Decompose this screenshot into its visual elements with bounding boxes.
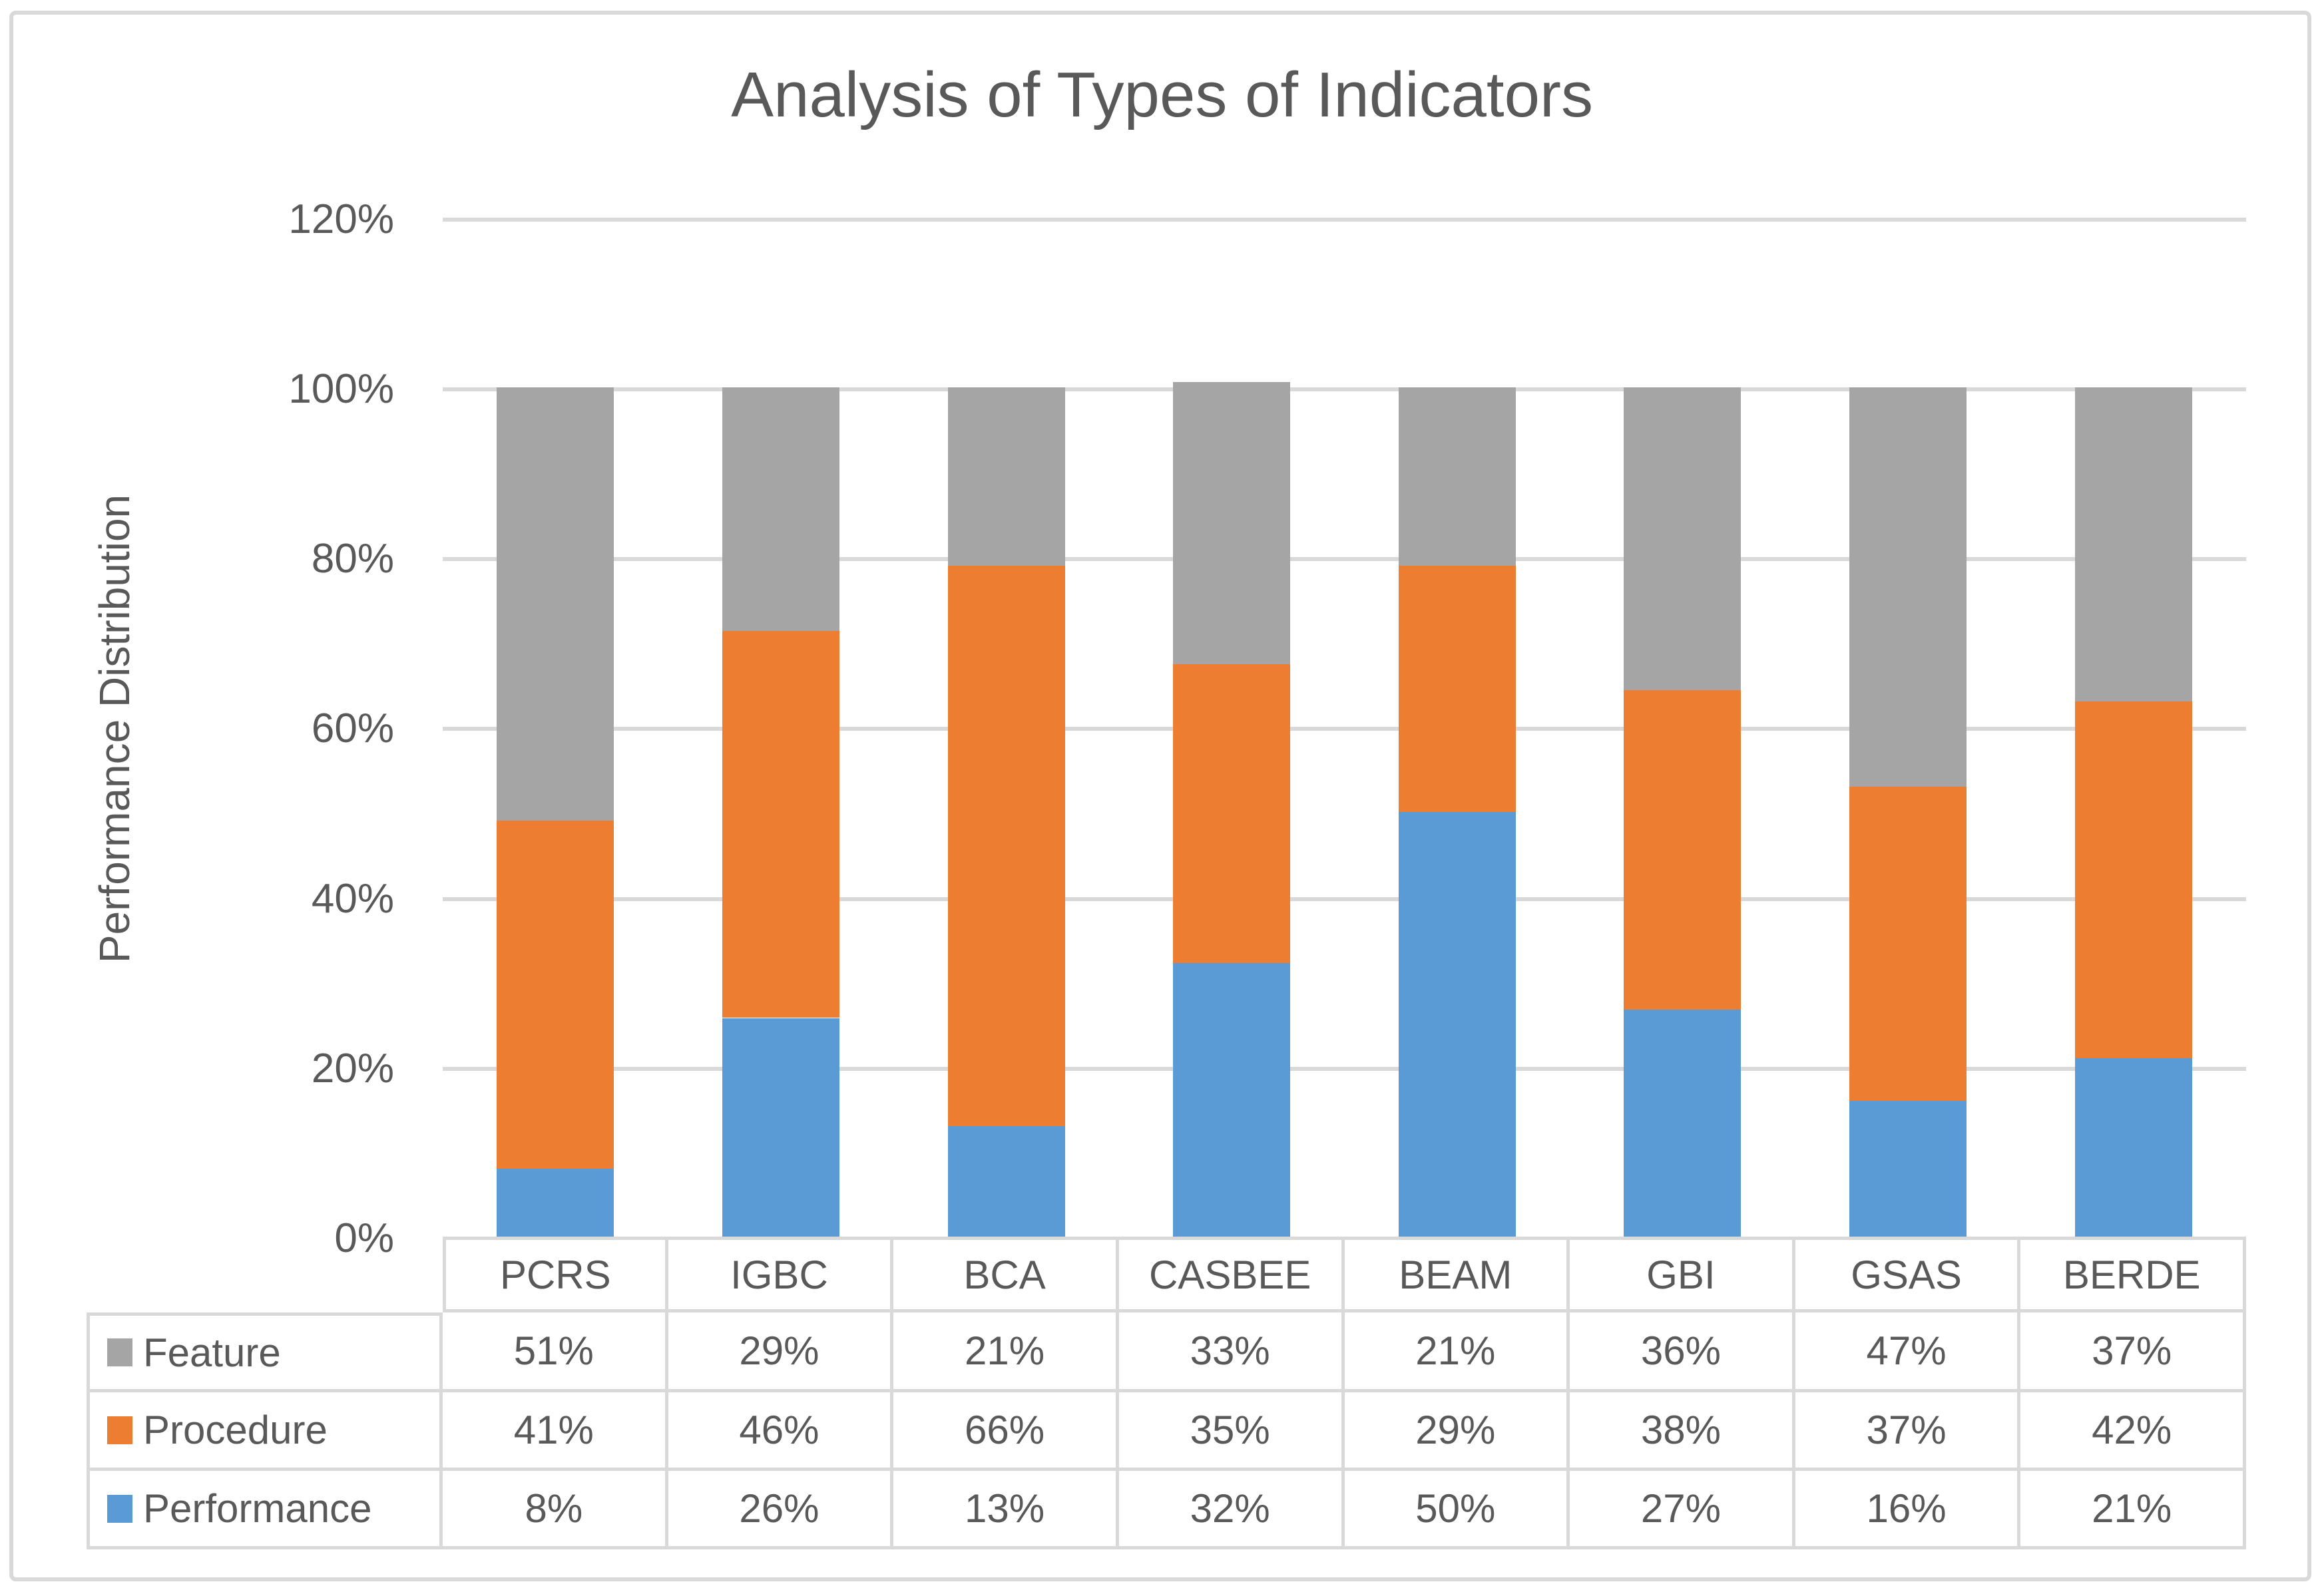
y-tick-label-20: 20% <box>311 1045 394 1092</box>
category-label-berde: BERDE <box>2020 1237 2246 1312</box>
table-value-procedure-igbc: 46% <box>668 1392 894 1471</box>
y-tick-label-0: 0% <box>334 1215 394 1261</box>
bar-GSAS-procedure <box>1849 786 1967 1101</box>
legend-label-text: Performance <box>143 1486 372 1531</box>
bar-CASBEE-feature <box>1173 382 1291 664</box>
bar-CASBEE-performance <box>1173 963 1291 1237</box>
gridline-60 <box>443 727 2246 731</box>
y-tick-label-80: 80% <box>311 536 394 582</box>
bar-PCRS-procedure <box>497 820 614 1169</box>
bar-BEAM-procedure <box>1398 566 1516 812</box>
table-value-performance-berde: 21% <box>2020 1471 2246 1549</box>
legend-key-procedure <box>107 1416 132 1444</box>
bar-GSAS-feature <box>1849 387 1967 787</box>
legend-label-text: Feature <box>143 1330 281 1375</box>
table-value-performance-gsas: 16% <box>1795 1471 2021 1549</box>
table-value-procedure-gsas: 37% <box>1795 1392 2021 1471</box>
data-table: PCRS IGBC BCA CASBEE BEAM GBI GSAS BERDE Feature… <box>87 1237 2246 1549</box>
legend-key-feature <box>107 1338 132 1366</box>
y-tick-label-100: 100% <box>288 366 394 412</box>
category-label-beam: BEAM <box>1344 1237 1570 1312</box>
table-value-performance-pcrs: 8% <box>443 1471 668 1549</box>
table-value-feature-gbi: 36% <box>1570 1312 1795 1392</box>
legend-key-performance <box>107 1494 132 1523</box>
y-tick-label-40: 40% <box>311 875 394 922</box>
table-value-procedure-casbee: 35% <box>1118 1392 1345 1471</box>
table-value-feature-igbc: 29% <box>668 1312 894 1392</box>
bar-IGBC-performance <box>722 1018 839 1237</box>
gridline-120 <box>443 217 2246 222</box>
bar-BERDE-procedure <box>2074 701 2192 1058</box>
gridline-40 <box>443 897 2246 901</box>
bar-BCA-feature <box>947 387 1065 566</box>
bar-PCRS-performance <box>497 1168 614 1237</box>
category-label-casbee: CASBEE <box>1118 1237 1345 1312</box>
category-label-gsas: GSAS <box>1795 1237 2021 1312</box>
bar-IGBC-procedure <box>722 631 839 1018</box>
table-value-performance-beam: 50% <box>1344 1471 1570 1549</box>
bar-GSAS-performance <box>1849 1100 1967 1237</box>
legend-row-label-performance: Performance <box>87 1471 443 1549</box>
bar-BEAM-performance <box>1398 812 1516 1237</box>
table-value-procedure-bca: 66% <box>893 1392 1119 1471</box>
table-value-performance-bca: 13% <box>893 1471 1119 1549</box>
category-label-igbc: IGBC <box>668 1237 894 1312</box>
bar-BCA-procedure <box>947 566 1065 1127</box>
y-tick-label-60: 60% <box>311 705 394 752</box>
bar-BEAM-feature <box>1398 387 1516 566</box>
bar-BCA-performance <box>947 1126 1065 1237</box>
bar-PCRS-feature <box>497 387 614 821</box>
table-value-procedure-gbi: 38% <box>1570 1392 1795 1471</box>
category-label-pcrs: PCRS <box>443 1237 668 1312</box>
table-value-feature-gsas: 47% <box>1795 1312 2021 1392</box>
table-value-feature-bca: 21% <box>893 1312 1119 1392</box>
gridline-80 <box>443 557 2246 562</box>
bar-BERDE-feature <box>2074 387 2192 702</box>
gridline-20 <box>443 1066 2246 1071</box>
gridline-100 <box>443 387 2246 391</box>
table-value-feature-casbee: 33% <box>1118 1312 1345 1392</box>
table-value-performance-igbc: 26% <box>668 1471 894 1549</box>
table-corner-blank <box>87 1237 443 1312</box>
bar-GBI-performance <box>1624 1009 1742 1237</box>
legend-row-label-feature: Feature <box>87 1312 443 1392</box>
y-tick-label-120: 120% <box>288 196 394 242</box>
table-value-performance-casbee: 32% <box>1118 1471 1345 1549</box>
bar-BERDE-performance <box>2074 1058 2192 1237</box>
table-value-procedure-beam: 29% <box>1344 1392 1570 1471</box>
table-value-procedure-pcrs: 41% <box>443 1392 668 1471</box>
table-value-procedure-berde: 42% <box>2020 1392 2246 1471</box>
legend-label-text: Procedure <box>143 1408 328 1452</box>
table-value-performance-gbi: 27% <box>1570 1471 1795 1549</box>
bar-GBI-procedure <box>1624 690 1742 1010</box>
category-label-bca: BCA <box>893 1237 1119 1312</box>
table-value-feature-pcrs: 51% <box>443 1312 668 1392</box>
table-value-feature-beam: 21% <box>1344 1312 1570 1392</box>
table-value-feature-berde: 37% <box>2020 1312 2246 1392</box>
legend-row-label-procedure: Procedure <box>87 1392 443 1471</box>
bar-IGBC-feature <box>722 387 839 632</box>
category-label-gbi: GBI <box>1570 1237 1795 1312</box>
chart-title: Analysis of Types of Indicators <box>731 59 1593 130</box>
bar-GBI-feature <box>1624 387 1742 690</box>
bar-CASBEE-procedure <box>1173 664 1291 964</box>
